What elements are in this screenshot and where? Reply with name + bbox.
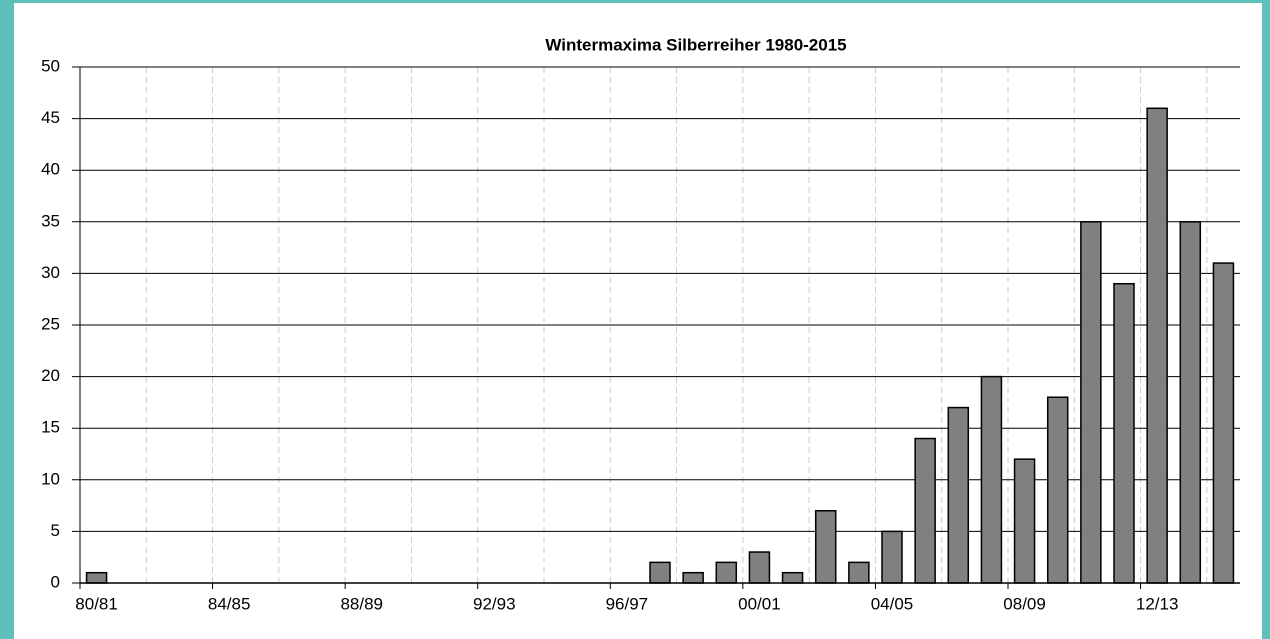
x-tick-label: 04/05 [871,594,914,613]
bar [1179,221,1202,584]
bar [1113,282,1135,584]
y-tick-label: 15 [41,418,60,437]
y-tick-label: 45 [41,108,60,127]
bar [814,510,837,584]
y-tick-label: 50 [41,56,60,75]
x-tick-label: 08/09 [1003,594,1046,613]
x-tick-label: 96/97 [606,594,649,613]
y-tick-label: 5 [51,521,60,540]
y-tick-label: 20 [41,366,60,385]
chart-title: Wintermaxima Silberreiher 1980-2015 [545,35,846,54]
bar [1146,107,1168,584]
x-tick-label: 84/85 [208,594,251,613]
x-tick-label: 88/89 [340,594,383,613]
bar [848,561,870,584]
x-tick-label: 00/01 [738,594,781,613]
bar [649,561,671,584]
bar [1080,221,1102,584]
bar [881,530,903,584]
chart-panel [14,3,1262,639]
y-tick-label: 10 [41,469,60,488]
x-tick-label: 92/93 [473,594,516,613]
bar [781,571,804,584]
y-tick-label: 0 [51,572,60,591]
y-tick-label: 40 [41,160,60,179]
y-tick-label: 25 [41,314,60,333]
x-tick-label: 12/13 [1136,594,1179,613]
bar [748,551,771,584]
bar [85,571,108,584]
bar [980,375,1003,584]
bar [1212,262,1235,584]
bar [1046,396,1069,584]
bar [914,437,936,584]
y-tick-label: 35 [41,211,60,230]
bar [682,571,704,584]
bar [947,406,970,584]
x-tick-label: 80/81 [75,594,118,613]
bar [715,561,738,584]
y-tick-label: 30 [41,263,60,282]
bar [1013,458,1036,584]
